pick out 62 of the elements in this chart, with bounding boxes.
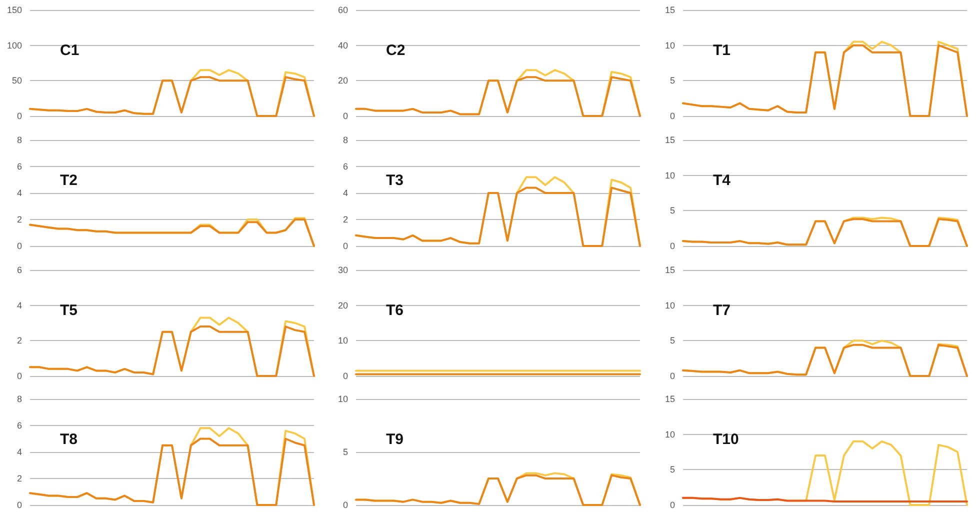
y-tick-label: 8 bbox=[16, 134, 22, 145]
y-tick-label: 5 bbox=[343, 447, 348, 458]
y-tick-label: 10 bbox=[664, 40, 675, 50]
y-tick-label: 4 bbox=[343, 188, 348, 198]
y-tick-label: 100 bbox=[6, 40, 22, 50]
y-tick-label: 4 bbox=[16, 447, 22, 458]
text: T4 bbox=[712, 172, 731, 189]
y-tick-label: 0 bbox=[670, 111, 675, 121]
text: T7 bbox=[712, 302, 730, 318]
y-tick-label: 10 bbox=[664, 430, 675, 440]
text: T10 bbox=[712, 431, 739, 448]
y-tick-label: 8 bbox=[343, 134, 348, 145]
y-tick-label: 10 bbox=[664, 170, 675, 180]
y-tick-label: 0 bbox=[670, 500, 675, 510]
y-tick-label: 15 bbox=[664, 5, 675, 15]
y-tick-label: 50 bbox=[12, 76, 22, 86]
y-tick-label: 20 bbox=[338, 300, 348, 310]
y-tick-label: 0 bbox=[343, 370, 348, 380]
y-tick-label: 8 bbox=[16, 394, 22, 404]
y-tick-label: 6 bbox=[16, 161, 22, 172]
y-tick-label: 60 bbox=[338, 5, 348, 15]
text: T3 bbox=[386, 172, 404, 189]
text: T6 bbox=[386, 302, 404, 318]
y-tick-label: 2 bbox=[343, 214, 348, 224]
y-tick-label: 15 bbox=[664, 264, 675, 274]
text: T9 bbox=[386, 431, 404, 448]
y-tick-label: 4 bbox=[16, 188, 22, 198]
text: T5 bbox=[60, 302, 78, 318]
text: T2 bbox=[60, 172, 78, 189]
y-tick-label: 0 bbox=[343, 111, 348, 121]
y-tick-label: 0 bbox=[16, 500, 22, 510]
y-tick-label: 10 bbox=[338, 335, 348, 346]
text: C1 bbox=[60, 42, 80, 59]
y-tick-label: 5 bbox=[670, 76, 675, 86]
y-tick-label: 0 bbox=[16, 240, 22, 251]
y-tick-label: 15 bbox=[664, 134, 675, 145]
y-tick-label: 15 bbox=[664, 394, 675, 404]
y-tick-label: 10 bbox=[338, 394, 348, 404]
y-tick-label: 30 bbox=[338, 264, 348, 274]
text: C2 bbox=[386, 42, 406, 59]
y-tick-label: 10 bbox=[664, 300, 675, 310]
y-tick-label: 5 bbox=[670, 464, 675, 475]
y-tick-label: 0 bbox=[670, 370, 675, 380]
y-tick-label: 5 bbox=[670, 205, 675, 216]
y-tick-label: 5 bbox=[670, 335, 675, 346]
y-tick-label: 6 bbox=[343, 161, 348, 172]
y-tick-label: 0 bbox=[343, 240, 348, 251]
y-tick-label: 0 bbox=[670, 240, 675, 251]
y-tick-label: 20 bbox=[338, 76, 348, 86]
y-tick-label: 0 bbox=[343, 500, 348, 510]
y-tick-label: 6 bbox=[16, 420, 22, 431]
y-tick-label: 0 bbox=[16, 111, 22, 121]
y-tick-label: 6 bbox=[16, 264, 22, 274]
y-tick-label: 0 bbox=[16, 370, 22, 380]
y-tick-label: 40 bbox=[338, 40, 348, 50]
y-tick-label: 2 bbox=[16, 214, 22, 224]
y-tick-label: 2 bbox=[16, 335, 22, 346]
y-tick-label: 2 bbox=[16, 474, 22, 484]
y-tick-label: 150 bbox=[6, 5, 22, 15]
text: T8 bbox=[60, 431, 78, 448]
text: T1 bbox=[712, 42, 730, 59]
y-tick-label: 4 bbox=[16, 300, 22, 310]
